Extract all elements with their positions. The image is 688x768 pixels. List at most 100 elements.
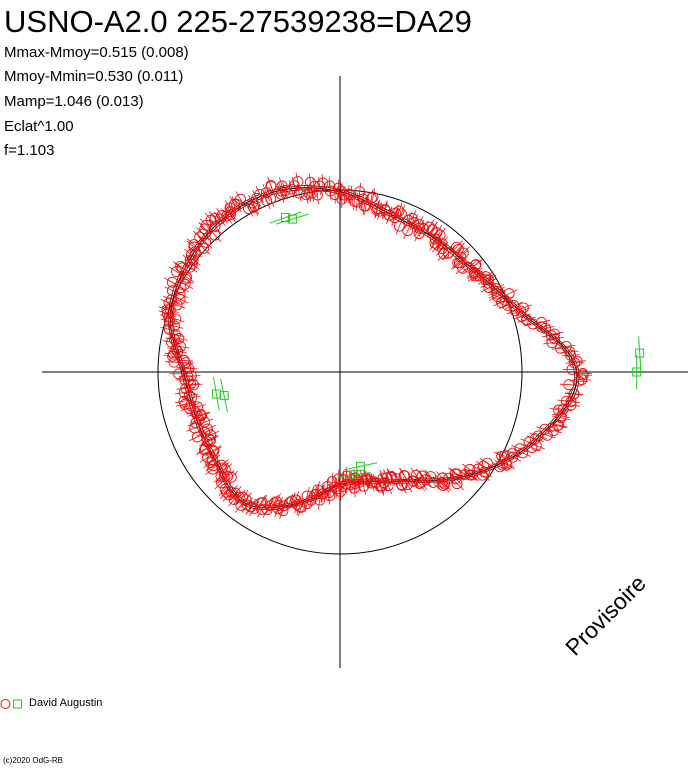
observation-error-bar bbox=[569, 380, 589, 382]
observation-error-bar bbox=[511, 444, 529, 453]
observation-point bbox=[385, 470, 397, 482]
observation-point bbox=[304, 176, 316, 188]
observation-point bbox=[335, 486, 347, 498]
observation-error-bar bbox=[278, 182, 285, 201]
observation-error-bar bbox=[225, 485, 238, 500]
observation-point bbox=[432, 239, 444, 251]
observation-error-bar bbox=[184, 383, 203, 387]
observation-point bbox=[192, 401, 203, 413]
observation-point bbox=[389, 212, 401, 224]
extremum-point bbox=[281, 213, 290, 222]
observation-point bbox=[553, 404, 565, 416]
observation-point bbox=[516, 311, 528, 322]
observation-point bbox=[180, 273, 192, 285]
observation-error-bar bbox=[424, 469, 437, 484]
observation-point bbox=[390, 207, 402, 219]
observation-error-bar bbox=[436, 236, 448, 252]
observation-point bbox=[200, 236, 212, 248]
extremum-point bbox=[635, 348, 645, 358]
observation-error-bar bbox=[182, 395, 201, 400]
observation-error-bar bbox=[398, 467, 410, 484]
observation-error-bar bbox=[172, 283, 189, 293]
observation-error-bar bbox=[470, 463, 486, 475]
observation-point bbox=[171, 266, 182, 278]
observation-error-bar bbox=[160, 318, 178, 325]
observation-error-bar bbox=[505, 301, 523, 310]
reference-circle bbox=[157, 189, 523, 555]
observation-error-bar bbox=[397, 477, 407, 494]
observation-error-bar bbox=[208, 219, 222, 234]
observation-point bbox=[324, 185, 336, 197]
observation-error-bar bbox=[160, 314, 178, 321]
observation-error-bar bbox=[512, 307, 530, 315]
observation-error-bar bbox=[552, 415, 570, 420]
observation-point bbox=[481, 457, 493, 469]
observation-error-bar bbox=[160, 326, 179, 332]
legend-markers bbox=[0, 699, 22, 709]
observation-error-bar bbox=[308, 491, 314, 509]
observation-error-bar bbox=[192, 230, 207, 244]
observation-error-bar bbox=[565, 392, 584, 395]
observation-error-bar bbox=[383, 469, 392, 486]
observation-point bbox=[178, 387, 190, 399]
observation-error-bar bbox=[526, 435, 544, 443]
observation-point bbox=[248, 502, 260, 514]
observation-point bbox=[469, 259, 481, 271]
observation-point bbox=[209, 229, 221, 241]
observation-error-bar bbox=[532, 319, 551, 325]
observation-error-bar bbox=[282, 181, 289, 200]
observation-error-bar bbox=[387, 468, 396, 485]
observation-point bbox=[502, 299, 514, 311]
observation-error-bar bbox=[277, 185, 285, 203]
stat-mean-minus-min: Mmoy-Mmin=0.530 (0.011) bbox=[4, 68, 184, 85]
observation-point bbox=[335, 185, 347, 197]
observation-error-bar bbox=[565, 362, 584, 364]
observation-point bbox=[275, 188, 287, 200]
observation-error-bar bbox=[174, 262, 190, 274]
observation-error-bar bbox=[168, 266, 185, 277]
observation-error-bar bbox=[536, 426, 554, 432]
observation-error-bar bbox=[549, 422, 568, 428]
observation-error-bar bbox=[379, 469, 387, 487]
observation-point bbox=[402, 214, 414, 226]
observation-point bbox=[261, 195, 273, 207]
observation-error-bar bbox=[480, 282, 497, 293]
extremum-error-bar bbox=[269, 211, 302, 224]
observation-error-bar bbox=[427, 475, 440, 490]
observation-error-bar bbox=[386, 206, 393, 224]
observation-error-bar bbox=[163, 295, 180, 304]
observation-error-bar bbox=[431, 237, 444, 253]
observation-point bbox=[163, 311, 175, 323]
observation-point bbox=[248, 201, 260, 213]
extremum-point bbox=[349, 470, 359, 480]
stat-amplitude: Mamp=1.046 (0.013) bbox=[4, 93, 144, 110]
observation-error-bar bbox=[409, 214, 418, 231]
observation-error-bar bbox=[201, 434, 218, 444]
observation-point bbox=[188, 239, 200, 251]
observation-error-bar bbox=[557, 345, 576, 348]
chart-title: USNO-A2.0 225-27539238=DA29 bbox=[4, 4, 472, 39]
observation-error-bar bbox=[513, 313, 531, 320]
extremum-error-bar bbox=[276, 213, 309, 225]
observation-point bbox=[181, 271, 193, 283]
observation-error-bar bbox=[480, 274, 497, 286]
observation-error-bar bbox=[164, 277, 181, 287]
observation-point bbox=[288, 180, 300, 192]
observation-point bbox=[310, 488, 322, 500]
observation-point bbox=[180, 382, 192, 394]
observation-error-bar bbox=[321, 484, 325, 503]
observation-error-bar bbox=[364, 196, 368, 215]
observation-error-bar bbox=[496, 451, 513, 461]
observation-error-bar bbox=[451, 242, 465, 257]
observation-error-bar bbox=[164, 352, 183, 356]
observation-error-bar bbox=[158, 306, 176, 314]
observation-error-bar bbox=[214, 459, 229, 472]
observation-error-bar bbox=[184, 248, 199, 261]
observation-point bbox=[199, 443, 211, 455]
observation-point bbox=[555, 410, 567, 422]
observation-error-bar bbox=[568, 360, 587, 363]
extremum-point bbox=[219, 391, 229, 401]
observation-error-bar bbox=[361, 190, 365, 209]
observation-error-bar bbox=[225, 207, 237, 223]
